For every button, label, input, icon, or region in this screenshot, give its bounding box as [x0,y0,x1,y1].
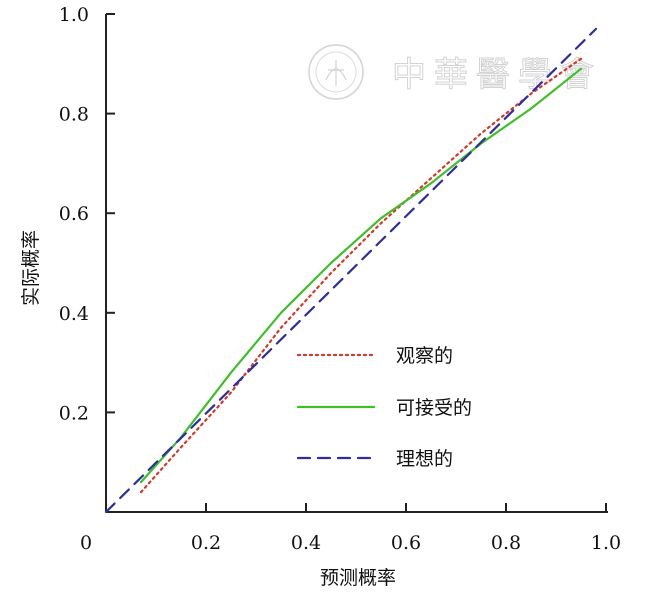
watermark-text: 中華醫學會 [392,55,602,95]
origin-label: 0 [80,532,92,554]
legend-label: 可接受的 [396,397,472,419]
x-tick-label: 1.0 [591,532,621,554]
y-axis-title: 实际概率 [20,230,42,306]
y-tick-label: 0.2 [59,402,89,424]
x-tick-label: 0.2 [191,532,221,554]
x-tick-label: 0.4 [291,532,321,554]
axes [105,14,608,513]
y-tick-label: 0.4 [59,303,89,325]
legend-label: 观察的 [396,345,453,367]
x-axis-title: 预测概率 [320,567,396,589]
watermark-seal-emblem [325,60,347,86]
y-tick-label: 1.0 [59,4,89,26]
watermark: 中華醫學會 [308,44,602,100]
legend-label: 理想的 [396,448,453,470]
watermark-seal-inner [315,51,357,93]
y-tick-label: 0.6 [59,203,89,225]
y-tick-label: 0.8 [59,104,89,126]
series-line-acceptable [139,67,583,484]
x-tick-label: 0.6 [391,532,421,554]
series-layer [104,27,598,514]
x-tick-label: 0.8 [491,532,521,554]
x-axis-ticks: 0.2 0.4 0.6 0.8 1.0 [191,503,621,554]
series-line-ideal [104,27,598,514]
series-line-observed [139,57,583,494]
watermark-seal [308,44,364,100]
y-axis-ticks: 0.2 0.4 0.6 0.8 1.0 [59,4,115,424]
